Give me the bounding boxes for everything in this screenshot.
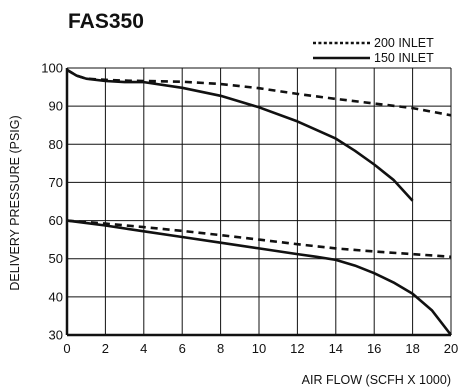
- y-tick-label: 30: [49, 328, 63, 343]
- legend-label: 200 INLET: [374, 36, 434, 50]
- y-axis-label: DELIVERY PRESSURE (PSIG): [8, 115, 22, 290]
- y-tick-label: 80: [49, 137, 63, 152]
- x-tick-label: 20: [444, 341, 458, 356]
- legend-label: 150 INLET: [374, 51, 434, 65]
- chart-title: FAS350: [68, 10, 144, 33]
- x-tick-label: 4: [140, 341, 147, 356]
- y-tick-label: 50: [49, 251, 63, 266]
- x-tick-label: 2: [102, 341, 109, 356]
- x-tick-label: 16: [367, 341, 381, 356]
- x-tick-label: 6: [179, 341, 186, 356]
- y-tick-label: 100: [41, 61, 63, 76]
- x-tick-label: 0: [63, 341, 70, 356]
- x-tick-label: 10: [252, 341, 266, 356]
- x-tick-label: 14: [329, 341, 343, 356]
- series-line-dashed-low: [66, 219, 452, 259]
- y-tick-labels: 30 40 50 60 70 80 90 100: [41, 61, 63, 343]
- axes: [65, 68, 451, 337]
- x-tick-label: 8: [217, 341, 224, 356]
- y-tick-label: 70: [49, 175, 63, 190]
- x-tick-labels: 0 2 4 6 8 10 12 14 16 18 20: [63, 341, 458, 356]
- x-axis-label: AIR FLOW (SCFH X 1000): [302, 373, 451, 387]
- y-tick-label: 40: [49, 289, 63, 304]
- series-lines: [66, 68, 453, 336]
- x-tick-label: 12: [290, 341, 304, 356]
- y-tick-label: 90: [49, 99, 63, 114]
- series-line-solid-low: [66, 219, 453, 336]
- x-tick-label: 18: [405, 341, 419, 356]
- series-line-solid-high: [66, 68, 414, 202]
- y-tick-label: 60: [49, 213, 63, 228]
